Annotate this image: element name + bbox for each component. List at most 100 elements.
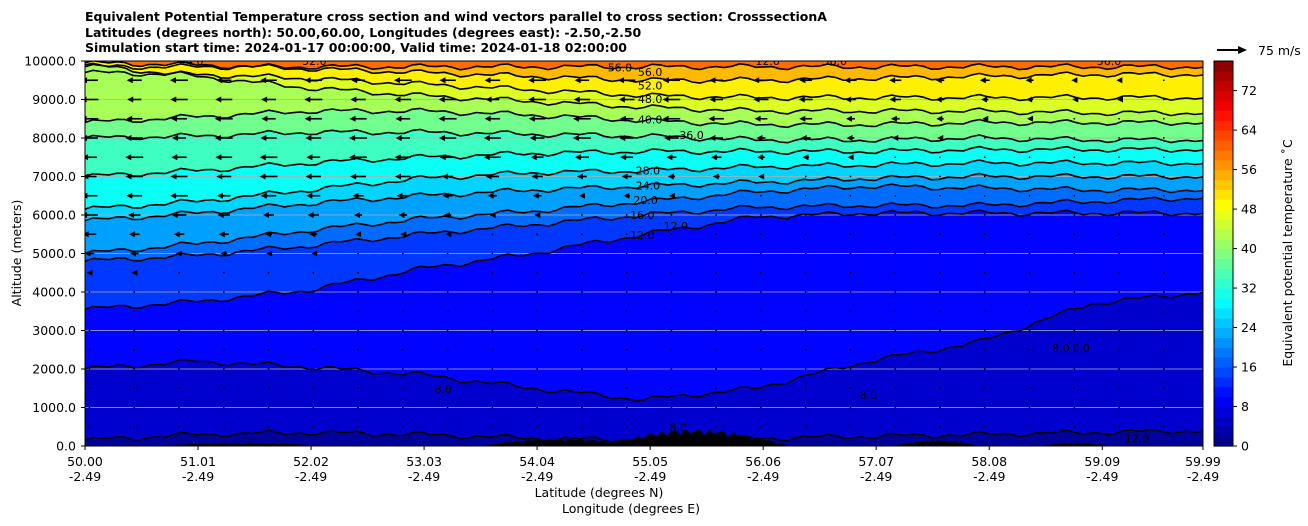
- contour-label: 24.0: [636, 179, 661, 192]
- x-tick-label: 55.05: [632, 454, 668, 469]
- wind-vector: [894, 310, 897, 313]
- wind-vector: [849, 348, 852, 351]
- wind-vector: [491, 368, 494, 370]
- wind-vector: [259, 173, 278, 180]
- wind-vector: [760, 233, 762, 236]
- x-tick-label-lon: -2.49: [295, 469, 327, 484]
- wind-vector: [1162, 291, 1165, 293]
- wind-vector: [1028, 406, 1031, 409]
- wind-vector: [1208, 137, 1210, 139]
- contour-label: 12.0: [630, 229, 655, 242]
- wind-vector: [939, 156, 941, 159]
- wind-vector: [983, 175, 986, 178]
- wind-vector: [536, 310, 539, 313]
- wind-vector: [574, 77, 590, 84]
- wind-vector: [625, 425, 628, 428]
- wind-vector: [804, 329, 807, 332]
- wind-vector: [712, 173, 720, 180]
- wind-vector: [621, 173, 632, 180]
- wind-vector: [670, 310, 673, 313]
- wind-vector: [708, 115, 724, 122]
- wind-vector: [1073, 214, 1076, 216]
- wind-vector: [1028, 348, 1031, 351]
- wind-vector: [357, 329, 359, 332]
- wind-vector: [128, 212, 141, 218]
- contour-20: [85, 183, 1203, 255]
- wind-vector: [1028, 252, 1031, 255]
- colorbar-tick-label: 56: [1241, 162, 1257, 177]
- colorbar-band: [1214, 416, 1233, 427]
- wind-vector: [267, 406, 270, 409]
- x-tick-label-lon: -2.49: [860, 469, 892, 484]
- wind-vector: [894, 214, 897, 216]
- wind-vector: [1118, 291, 1120, 293]
- wind-vector: [1118, 214, 1120, 216]
- wind-vector: [715, 425, 718, 428]
- wind-vector: [1208, 330, 1210, 332]
- wind-vector: [1208, 118, 1210, 120]
- wind-vector: [849, 271, 852, 274]
- wind-vector: [85, 154, 97, 161]
- wind-vector: [894, 291, 897, 293]
- contour-44: [85, 62, 1203, 117]
- colorbar-band: [1214, 406, 1233, 417]
- colorbar-label: Equivalent potential temperature ˚C: [1280, 139, 1295, 367]
- wind-vector: [760, 194, 762, 197]
- wind-vector: [536, 406, 539, 409]
- wind-vector: [894, 233, 897, 236]
- wind-vector: [214, 115, 233, 122]
- colorbar-band: [1214, 90, 1233, 102]
- wind-vector: [760, 329, 762, 332]
- wind-vector: [222, 291, 225, 293]
- colorbar-tick-label: 24: [1241, 320, 1257, 335]
- wind-vector: [1162, 214, 1165, 216]
- wind-vector: [309, 231, 318, 238]
- wind-vector: [133, 425, 136, 428]
- contour-label: 16.0: [630, 209, 655, 222]
- wind-vector: [491, 329, 494, 332]
- wind-vector: [222, 348, 225, 351]
- wind-vector: [536, 252, 539, 255]
- wind-vector: [1073, 348, 1076, 351]
- wind-vector: [483, 154, 501, 161]
- wind-vector: [715, 194, 718, 197]
- wind-vector: [715, 291, 718, 293]
- wind-vector: [398, 212, 408, 218]
- y-tick-label: 0.0: [56, 439, 76, 454]
- wind-vector: [263, 212, 275, 218]
- wind-vector: [125, 154, 144, 161]
- terrain-ridge: [890, 439, 981, 446]
- wind-vector: [312, 368, 315, 370]
- wind-vector: [1208, 310, 1210, 312]
- wind-vector: [133, 368, 136, 370]
- contour-label: 48.0: [638, 93, 663, 106]
- wind-vector: [88, 348, 91, 351]
- wind-vector: [1162, 368, 1165, 370]
- wind-vector: [85, 77, 98, 84]
- colorbar-band: [1214, 357, 1233, 368]
- wind-vector: [936, 115, 944, 122]
- wind-vector: [491, 425, 494, 428]
- wind-vector: [531, 173, 543, 180]
- wind-vector: [939, 387, 941, 390]
- wind-vector: [754, 115, 768, 122]
- wind-vector: [625, 387, 628, 390]
- wind-vector: [715, 329, 718, 332]
- contour-36: [85, 128, 1203, 144]
- wind-vector: [1028, 425, 1031, 428]
- wind-vector: [491, 233, 494, 236]
- wind-vector: [939, 214, 941, 216]
- wind-vector: [483, 135, 501, 141]
- wind-vector: [1162, 137, 1165, 139]
- wind-vector: [401, 252, 404, 255]
- wind-vector: [849, 214, 852, 216]
- wind-vector: [1162, 156, 1165, 159]
- wind-vector: [798, 96, 813, 103]
- wind-vector: [580, 348, 583, 351]
- wind-vector: [846, 135, 855, 141]
- wind-vector: [804, 252, 807, 255]
- contour-label: 40.0: [638, 114, 663, 127]
- wind-vector: [222, 425, 225, 428]
- contour-12: [85, 209, 1203, 311]
- wind-vector: [849, 387, 852, 390]
